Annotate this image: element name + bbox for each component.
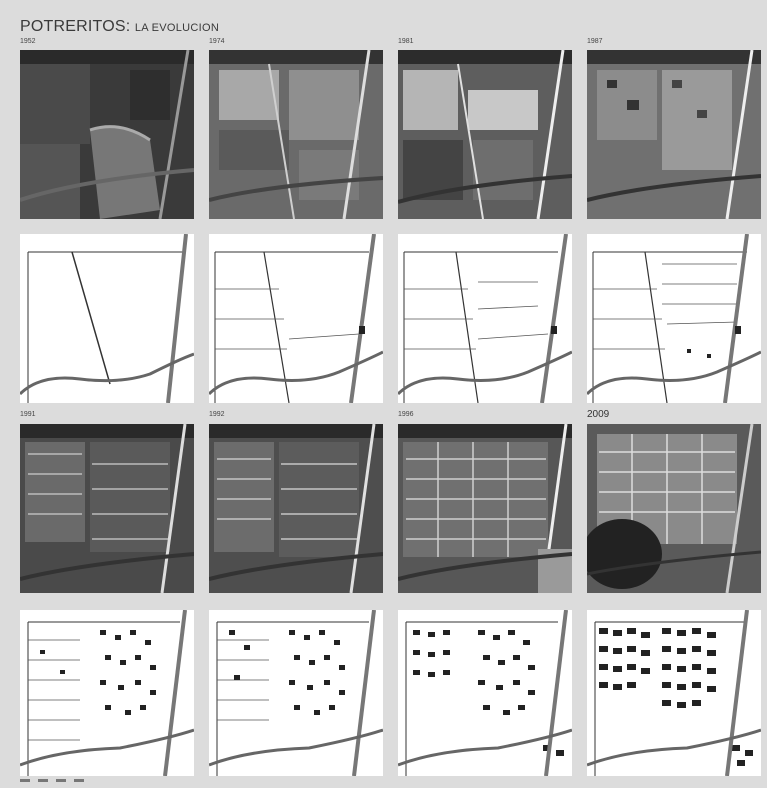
aerial-photo-1991 (20, 424, 194, 593)
year-label-1981: 1981 (398, 38, 414, 45)
aerial-photo-1952 (20, 50, 194, 219)
legend-swatch (38, 778, 48, 782)
aerial-photo-2009 (587, 424, 761, 593)
line-map-1992 (209, 610, 383, 776)
legend (20, 776, 84, 784)
year-label-1996: 1996 (398, 411, 414, 418)
legend-swatch (74, 778, 84, 782)
aerial-photo-1996 (398, 424, 572, 593)
year-label-1952: 1952 (20, 38, 36, 45)
line-map-2009 (587, 610, 761, 776)
year-label-1987: 1987 (587, 38, 603, 45)
aerial-photo-1981 (398, 50, 572, 219)
line-map-1996 (398, 610, 572, 776)
year-label-1974: 1974 (209, 38, 225, 45)
legend-swatch (20, 778, 30, 782)
aerial-photo-1987 (587, 50, 761, 219)
aerial-photo-1974 (209, 50, 383, 219)
line-map-1981 (398, 234, 572, 403)
line-map-1974 (209, 234, 383, 403)
year-label-1992: 1992 (209, 411, 225, 418)
line-map-1987 (587, 234, 761, 403)
line-map-1952 (20, 234, 194, 403)
title-sub: LA EVOLUCION (134, 22, 220, 34)
line-map-1991 (20, 610, 194, 776)
legend-swatch (56, 778, 66, 782)
title-main: POTRERITOS: (20, 18, 131, 35)
page-title: POTRERITOS: LA EVOLUCION (20, 18, 219, 36)
year-label-2009: 2009 (587, 409, 610, 420)
aerial-photo-1992 (209, 424, 383, 593)
year-label-1991: 1991 (20, 411, 36, 418)
